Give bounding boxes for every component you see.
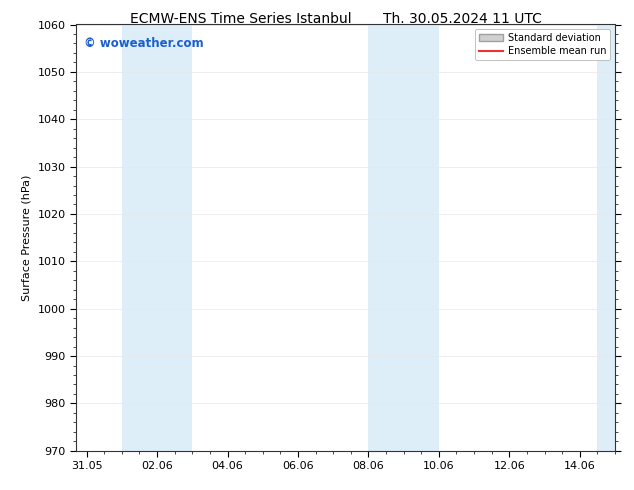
Bar	[122, 24, 192, 451]
Bar	[597, 24, 615, 451]
Text: © woweather.com: © woweather.com	[84, 37, 204, 50]
Bar	[368, 24, 439, 451]
Text: ECMW-ENS Time Series Istanbul: ECMW-ENS Time Series Istanbul	[130, 12, 352, 26]
Text: Th. 30.05.2024 11 UTC: Th. 30.05.2024 11 UTC	[384, 12, 542, 26]
Y-axis label: Surface Pressure (hPa): Surface Pressure (hPa)	[22, 174, 32, 301]
Legend: Standard deviation, Ensemble mean run: Standard deviation, Ensemble mean run	[475, 29, 610, 60]
